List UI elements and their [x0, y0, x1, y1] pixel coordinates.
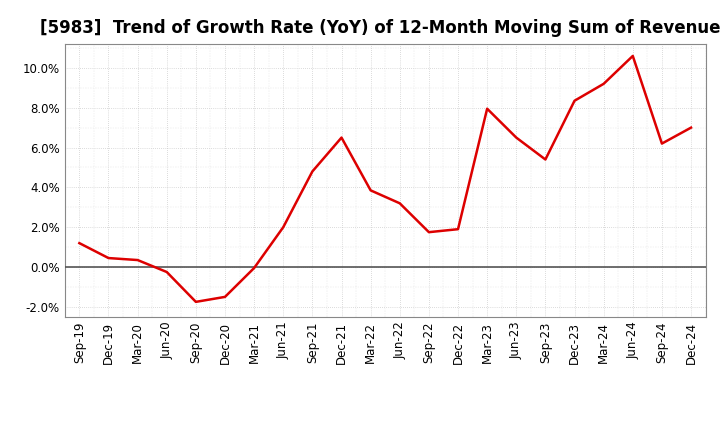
Title: [5983]  Trend of Growth Rate (YoY) of 12-Month Moving Sum of Revenues: [5983] Trend of Growth Rate (YoY) of 12-… — [40, 19, 720, 37]
